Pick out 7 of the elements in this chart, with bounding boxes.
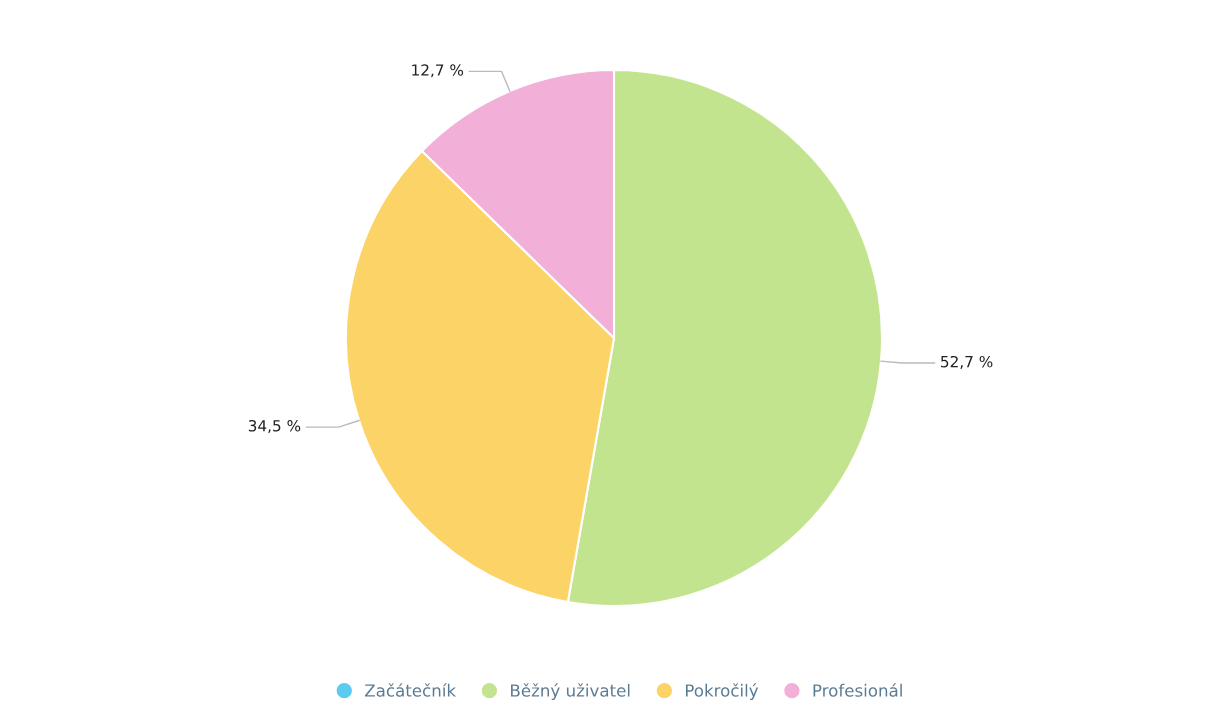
legend-label: Profesionál bbox=[813, 683, 902, 697]
data-label: 12,7 % bbox=[412, 64, 464, 78]
data-label: 52,7 % bbox=[941, 355, 993, 369]
data-label: 34,5 % bbox=[248, 419, 301, 434]
legend-label: Běžný uživatel bbox=[511, 683, 630, 700]
legend-label: Pokročilý bbox=[685, 683, 759, 700]
legend-label: Začátečník bbox=[365, 683, 457, 697]
